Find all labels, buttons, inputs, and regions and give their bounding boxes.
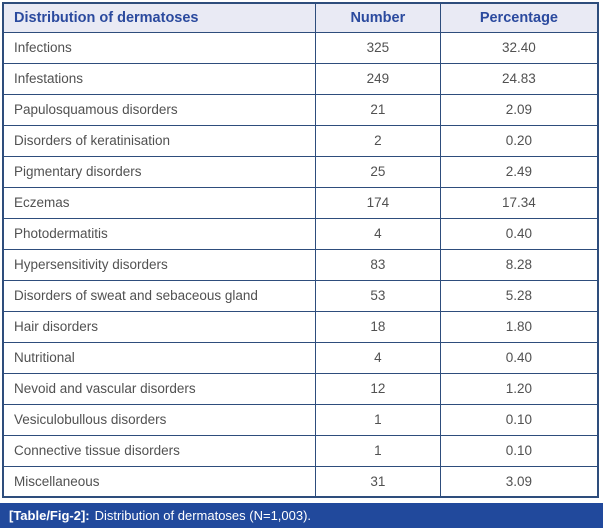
row-label: Hair disorders [2,310,316,343]
table-row: Photodermatitis 4 0.40 [2,217,599,250]
table-row: Papulosquamous disorders 21 2.09 [2,93,599,126]
row-label: Hypersensitivity disorders [2,248,316,281]
row-percentage: 0.20 [439,124,599,157]
table-row: Hair disorders 18 1.80 [2,310,599,343]
table-row: Disorders of keratinisation 2 0.20 [2,124,599,157]
row-number: 53 [314,279,441,312]
row-number: 12 [314,372,441,405]
row-number: 4 [314,217,441,250]
figure-caption-text: Distribution of dermatoses (N=1,003). [94,508,312,523]
row-label: Papulosquamous disorders [2,93,316,126]
row-percentage: 24.83 [439,62,599,95]
table-row: Connective tissue disorders 1 0.10 [2,434,599,467]
row-percentage: 1.20 [439,372,599,405]
table-row: Vesiculobullous disorders 1 0.10 [2,403,599,436]
table-row: Eczemas 174 17.34 [2,186,599,219]
table-body: Infections 325 32.40 Infestations 249 24… [2,31,599,498]
row-label: Eczemas [2,186,316,219]
dermatoses-table-wrap: Distribution of dermatoses Number Percen… [2,2,599,498]
row-label: Disorders of sweat and sebaceous gland [2,279,316,312]
row-percentage: 0.10 [439,403,599,436]
row-label: Connective tissue disorders [2,434,316,467]
row-label: Disorders of keratinisation [2,124,316,157]
table-row: Infections 325 32.40 [2,31,599,64]
table-header: Distribution of dermatoses Number Percen… [2,2,599,33]
row-label: Miscellaneous [2,465,316,498]
row-label: Infestations [2,62,316,95]
row-percentage: 0.40 [439,341,599,374]
row-number: 21 [314,93,441,126]
row-label: Nutritional [2,341,316,374]
row-percentage: 3.09 [439,465,599,498]
header-distribution: Distribution of dermatoses [2,2,316,33]
row-label: Nevoid and vascular disorders [2,372,316,405]
row-percentage: 5.28 [439,279,599,312]
table-row: Disorders of sweat and sebaceous gland 5… [2,279,599,312]
row-number: 249 [314,62,441,95]
table-row: Nevoid and vascular disorders 12 1.20 [2,372,599,405]
row-percentage: 1.80 [439,310,599,343]
row-label: Infections [2,31,316,64]
row-number: 83 [314,248,441,281]
header-row: Distribution of dermatoses Number Percen… [2,2,599,33]
row-number: 1 [314,403,441,436]
figure-caption-tag: [Table/Fig-2]: [9,508,90,523]
table-row: Pigmentary disorders 25 2.49 [2,155,599,188]
row-number: 18 [314,310,441,343]
figure-caption-bar: [Table/Fig-2]: Distribution of dermatoses… [0,503,603,528]
row-number: 1 [314,434,441,467]
header-number: Number [314,2,441,33]
row-number: 2 [314,124,441,157]
row-percentage: 2.49 [439,155,599,188]
row-label: Vesiculobullous disorders [2,403,316,436]
table-row: Miscellaneous 31 3.09 [2,465,599,498]
row-number: 174 [314,186,441,219]
table-row: Infestations 249 24.83 [2,62,599,95]
table-row: Nutritional 4 0.40 [2,341,599,374]
row-percentage: 0.40 [439,217,599,250]
row-number: 4 [314,341,441,374]
table-row: Hypersensitivity disorders 83 8.28 [2,248,599,281]
row-percentage: 8.28 [439,248,599,281]
header-percentage: Percentage [439,2,599,33]
row-percentage: 17.34 [439,186,599,219]
dermatoses-table: Distribution of dermatoses Number Percen… [2,2,599,498]
row-label: Photodermatitis [2,217,316,250]
row-percentage: 32.40 [439,31,599,64]
row-number: 25 [314,155,441,188]
row-percentage: 2.09 [439,93,599,126]
row-label: Pigmentary disorders [2,155,316,188]
row-number: 325 [314,31,441,64]
row-number: 31 [314,465,441,498]
row-percentage: 0.10 [439,434,599,467]
